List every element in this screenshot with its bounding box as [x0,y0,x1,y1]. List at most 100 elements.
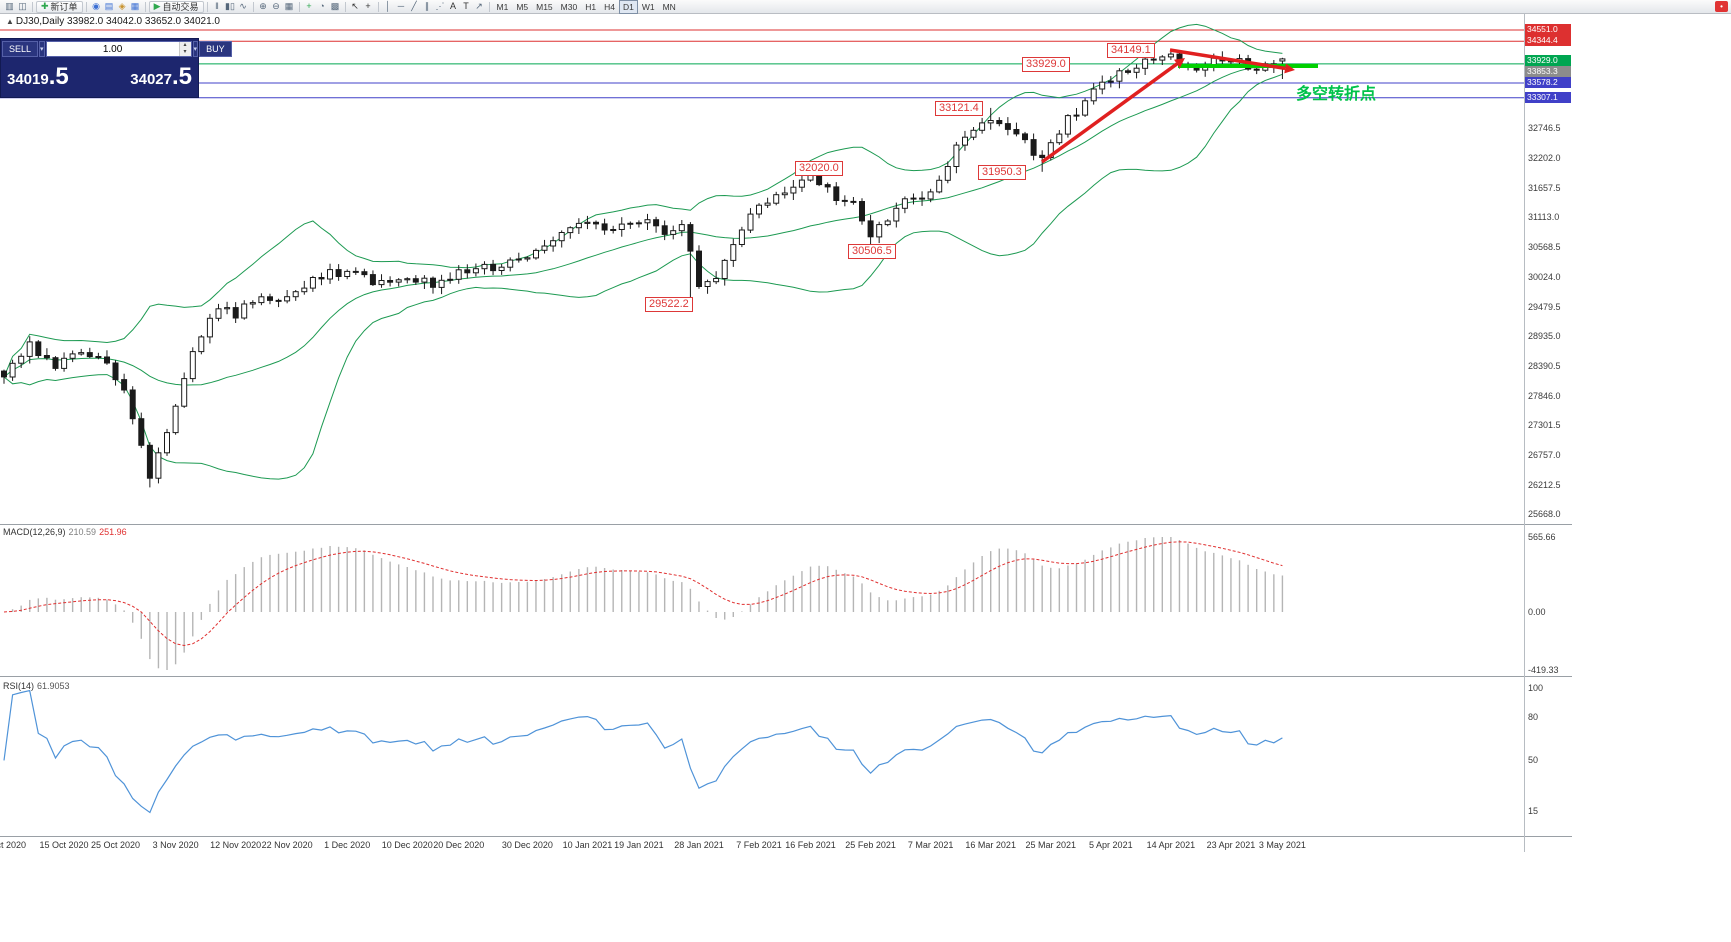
cursor-icon[interactable]: ↖ [351,1,359,11]
price-callout[interactable]: 34149.1 [1107,43,1155,58]
navigator-icon[interactable]: ◈ [118,1,126,11]
macd-indicator-label: MACD(12,26,9) 210.59 251.96 [3,527,127,537]
volume-up-button[interactable]: ▴ [179,42,191,49]
candlestick-mode-icon[interactable]: ▮▯ [225,1,235,11]
time-axis-label: 15 Oct 2020 [39,840,89,850]
metaeditor-icon[interactable]: ◉ [92,1,100,11]
chart-profiles-icon[interactable]: ◫ [18,1,27,11]
price-callout[interactable]: 30506.5 [848,244,896,259]
horizontal-line-icon[interactable]: ─ [397,1,405,11]
price-axis-tick: 29479.5 [1528,301,1561,312]
price-callout[interactable]: 31950.3 [978,165,1026,180]
line-chart-mode-icon[interactable]: ∿ [239,1,247,11]
one-click-trading-panel: SELL ▾ ▴ ▾ ▾ BUY 34019.5 34027.5 [0,38,232,98]
time-axis-label: 25 Mar 2021 [1025,840,1077,850]
bar-chart-mode-icon[interactable]: ‖ [215,1,219,11]
sell-button[interactable]: SELL [2,41,39,57]
rsi-axis-tick: 80 [1528,711,1539,722]
rsi-axis-tick: 100 [1528,683,1544,693]
volume-input[interactable] [46,43,179,55]
vertical-line-icon[interactable]: │ [385,1,391,11]
channel-icon[interactable]: ∥ [424,1,430,11]
toolbar-separator [85,1,87,12]
price-axis-tag: 33578.2 [1525,77,1571,89]
market-watch-icon[interactable]: ▤ [104,1,114,11]
buy-price[interactable]: 34027.5 [130,62,192,90]
toolbar-separator [206,1,208,12]
chart-title: ▲ DJ30,Daily 33982.0 34042.0 33652.0 3402… [6,16,220,27]
turning-point-annotation[interactable]: 多空转折点 [1296,86,1377,103]
sell-options-caret[interactable]: ▾ [39,41,45,57]
volume-stepper: ▴ ▾ [178,42,191,56]
price-axis-tag: 33307.1 [1525,91,1571,103]
time-axis-label: 7 Feb 2021 [736,840,782,850]
buy-options-caret[interactable]: ▾ [192,41,199,57]
price-axis-tick: 30024.0 [1528,271,1561,282]
timeframe-d1-button[interactable]: D1 [618,0,638,14]
trendline-icon[interactable]: ╱ [411,1,417,11]
price-callout[interactable]: 33121.4 [935,101,983,116]
new-order-button-icon: ✚ [41,1,49,11]
time-axis-label: 23 Apr 2021 [1206,840,1256,850]
text-icon[interactable]: A [449,1,456,11]
price-callout[interactable]: 29522.2 [645,297,693,312]
templates-icon[interactable]: ▩ [330,1,340,11]
text-label-icon[interactable]: T [463,1,469,11]
price-axis-border [1524,14,1525,852]
timeframe-m5-button[interactable]: M5 [516,1,529,12]
price-axis-tick: 31113.0 [1528,212,1560,223]
zoom-in-icon[interactable]: ⊕ [259,1,267,11]
volume-down-button[interactable]: ▾ [179,49,191,56]
time-axis-label: 10 Jan 2021 [562,840,613,850]
tile-windows-icon[interactable]: ▦ [284,1,294,11]
sell-price[interactable]: 34019.5 [7,62,69,90]
alert-icon[interactable]: • [1715,1,1728,12]
rsi-indicator-label: RSI(14) 61.9053 [3,681,70,691]
pane-separator[interactable] [0,836,1572,837]
pane-separator[interactable] [0,676,1572,677]
timeframe-m30-button[interactable]: M30 [560,1,578,12]
timeframe-w1-button[interactable]: W1 [641,1,655,12]
timeframe-mn-button[interactable]: MN [662,1,676,12]
buy-button[interactable]: BUY [199,41,232,57]
indicators-icon[interactable]: + [306,1,312,11]
price-axis-tick: 27846.0 [1528,390,1561,401]
timeframe-h1-button[interactable]: H1 [585,1,597,12]
time-axis-label: 25 Feb 2021 [845,840,896,850]
macd-axis-tick: -419.33 [1528,665,1559,675]
timeframe-m1-button[interactable]: M1 [496,1,509,12]
price-axis-tag: 33929.0 [1525,54,1571,66]
time-axis-label: 16 Feb 2021 [785,840,836,850]
periods-icon[interactable]: ◔ [319,1,325,11]
time-axis-label: 6 Oct 2020 [0,840,27,850]
time-axis-label: 7 Mar 2021 [907,840,954,850]
price-axis-tick: 28390.5 [1528,360,1561,371]
timeframe-m15-button[interactable]: M15 [536,1,553,12]
rsi-axis-tick: 15 [1528,805,1539,816]
new-order-button[interactable]: ✚ 新订单 [36,0,83,13]
time-axis-label: 3 May 2021 [1258,840,1306,850]
toolbar-separator [144,1,146,12]
rsi-axis-tick: 50 [1528,755,1539,766]
toolbar-separator [32,1,33,12]
price-callout[interactable]: 32020.0 [795,161,843,176]
autotrading-button-icon: ▶ [153,1,161,11]
crosshair-icon[interactable]: + [365,1,371,11]
time-axis-label: 19 Jan 2021 [614,840,664,850]
timeframe-h4-button[interactable]: H4 [604,1,615,12]
chart-title-text: DJ30,Daily 33982.0 34042.0 33652.0 34021… [15,16,220,27]
arrows-icon[interactable]: ↗ [475,1,483,11]
zoom-out-icon[interactable]: ⊖ [272,1,280,11]
price-callout[interactable]: 33929.0 [1022,57,1070,72]
fibonacci-icon[interactable]: ⋰ [435,1,445,11]
toolbar-separator [344,1,346,12]
price-axis-tag: 33853.3 [1525,66,1571,78]
pane-separator[interactable] [0,524,1572,525]
new-chart-icon[interactable]: ▥ [5,1,14,11]
autotrading-button[interactable]: ▶ 自动交易 [148,0,204,13]
symbol-icon: ▲ [6,17,14,26]
terminal-icon[interactable]: ▦ [130,1,140,11]
price-axis-tick: 31657.5 [1528,182,1561,193]
trade-panel-controls: SELL ▾ ▴ ▾ ▾ BUY [1,39,232,58]
